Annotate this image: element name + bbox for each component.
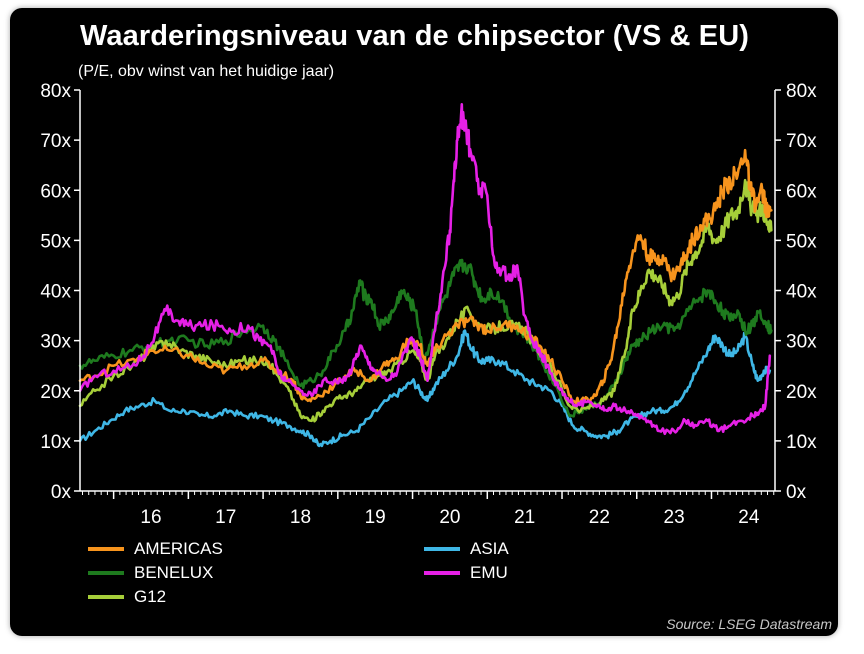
series-line-g12 [78,178,773,423]
x-tick-label: 20 [439,507,460,528]
x-tick-label: 19 [365,507,386,528]
legend-label: EMU [470,563,508,582]
chart-title: Waarderingsniveau van de chipsector (VS … [80,20,749,52]
x-tick-label: 23 [664,507,685,528]
y-tick-label-right: 60x [786,181,817,202]
y-tick-label-right: 40x [786,282,817,303]
y-tick-label-right: 70x [786,131,817,152]
y-tick-label-left: 60x [40,181,71,202]
y-tick-label-left: 80x [40,81,71,102]
x-tick-label: 18 [290,507,311,528]
x-tick-label: 16 [140,507,161,528]
series-layer [78,103,773,448]
y-tick-label-right: 0x [786,482,807,503]
legend-item-americas: AMERICAS [88,539,223,559]
y-tick-label-right: 50x [786,231,817,252]
legend-item-asia: ASIA [424,539,509,559]
chart-card: Waarderingsniveau van de chipsector (VS … [10,8,838,636]
legend-swatch [88,547,124,551]
y-tick-label-right: 30x [786,332,817,353]
chart-subtitle: (P/E, obv winst van het huidige jaar) [78,63,335,80]
legend-item-emu: EMU [424,563,508,583]
y-tick-label-left: 50x [40,231,71,252]
series-line-benelux [78,258,773,418]
y-tick-label-right: 10x [786,432,817,453]
legend-label: G12 [134,587,167,606]
series-line-americas [78,148,773,405]
legend-swatch [88,571,124,575]
legend-item-g12: G12 [88,587,166,607]
y-tick-label-left: 0x [51,482,72,503]
legend-swatch [88,595,124,599]
x-tick-label: 24 [738,507,760,528]
axes-layer: 0x 0x 10x 10x 20x 20x 30x 30x 40x 40x 50x 50x 60x 60x… [40,81,817,528]
legend-label: BENELUX [134,563,214,582]
legend-label: AMERICAS [134,539,223,558]
series-line-emu [78,103,772,436]
x-tick-label: 21 [514,507,535,528]
chart-plot: 0x 0x 10x 10x 20x 20x 30x 30x 40x 40x 50x 50x 60x 60x… [40,81,817,528]
y-tick-label-left: 20x [40,382,71,403]
y-tick-label-left: 70x [40,131,71,152]
legend-swatch [424,547,460,551]
y-tick-label-left: 10x [40,432,71,453]
x-tick-label: 22 [589,507,610,528]
source-note: Source: LSEG Datastream [666,616,832,632]
legend-item-benelux: BENELUX [88,563,213,583]
y-tick-label-right: 80x [786,81,817,102]
x-tick-label: 17 [215,507,236,528]
y-tick-label-left: 30x [40,332,71,353]
y-tick-label-left: 40x [40,282,71,303]
legend-label: ASIA [470,539,509,558]
series-line-asia [78,329,772,448]
y-tick-label-right: 20x [786,382,817,403]
legend-swatch [424,571,460,575]
